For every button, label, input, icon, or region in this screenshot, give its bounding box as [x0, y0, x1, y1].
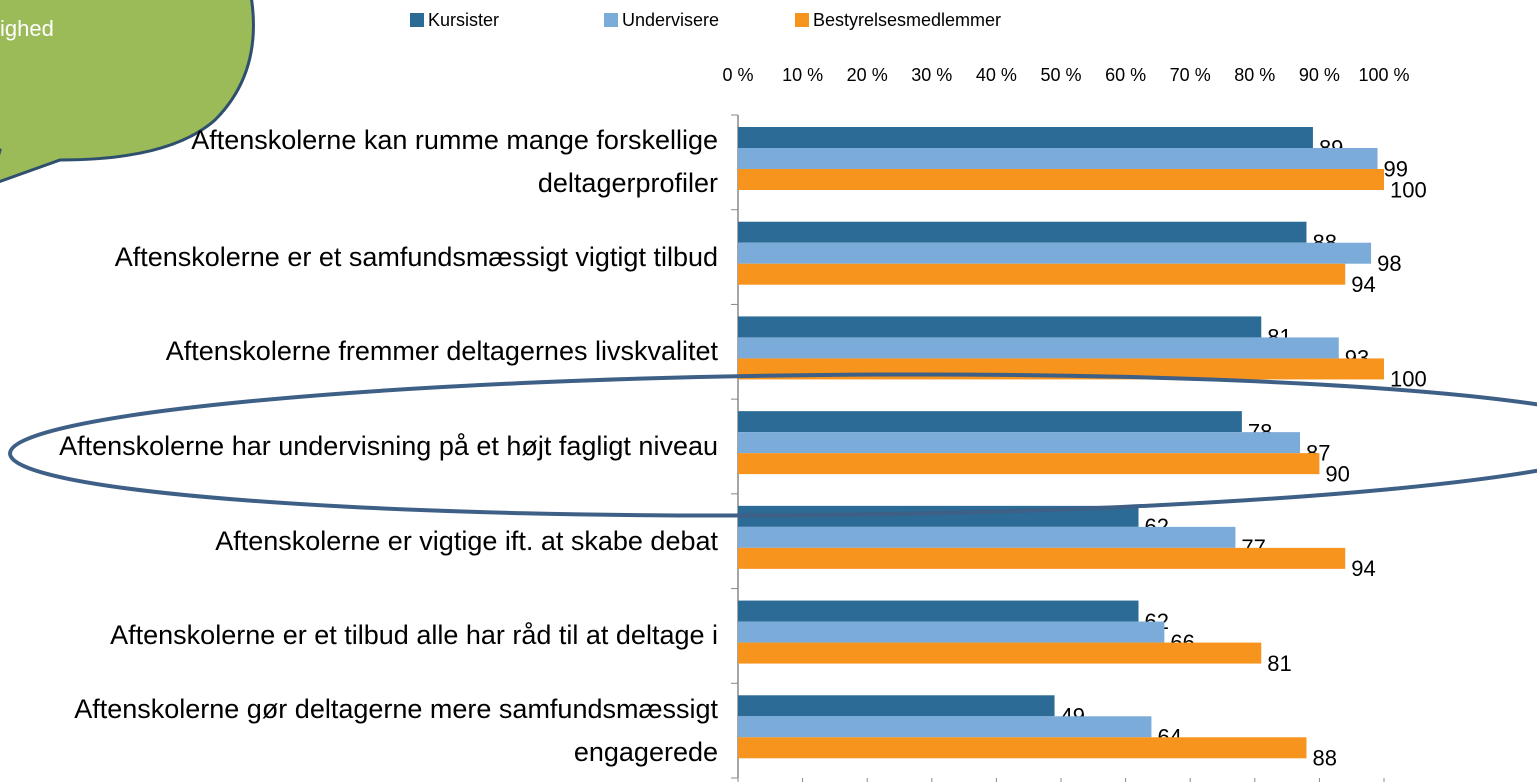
bar — [738, 242, 1372, 264]
value-label: 98 — [1377, 251, 1401, 276]
value-label: 94 — [1351, 556, 1375, 581]
x-tick-label: 50 % — [1040, 65, 1081, 85]
bar — [738, 547, 1346, 569]
x-tick-label: 40 % — [976, 65, 1017, 85]
x-tick-label: 20 % — [847, 65, 888, 85]
x-tick-label: 30 % — [911, 65, 952, 85]
legend-label: Undervisere — [622, 10, 719, 30]
x-tick-label: 80 % — [1234, 65, 1275, 85]
bar — [738, 221, 1307, 243]
category-label: Aftenskolerne er et samfundsmæssigt vigt… — [114, 241, 718, 272]
bar — [738, 411, 1242, 433]
value-label: 100 — [1390, 177, 1427, 202]
bar — [738, 737, 1307, 759]
highlight-ellipse — [8, 372, 1537, 518]
category-label: Aftenskolerne er vigtige ift. at skabe d… — [215, 525, 718, 556]
legend-swatch — [795, 13, 809, 27]
category-label: Aftenskolerne har undervisning på et høj… — [59, 431, 718, 461]
bubble-text: ighed — [0, 16, 54, 41]
bar — [738, 169, 1384, 190]
category-label: Aftenskolerne er et tilbud alle har råd … — [110, 620, 718, 651]
bar — [738, 526, 1236, 548]
legend-label: Bestyrelsesmedlemmer — [813, 10, 1001, 30]
bar — [738, 695, 1055, 717]
legend-label: Kursister — [428, 10, 499, 30]
value-label: 90 — [1325, 461, 1349, 486]
x-tick-label: 60 % — [1105, 65, 1146, 85]
x-tick-label: 0 % — [722, 65, 753, 85]
x-tick-label: 70 % — [1170, 65, 1211, 85]
category-label: Aftenskolerne fremmer deltagernes livskv… — [165, 336, 718, 367]
value-label: 94 — [1351, 272, 1375, 297]
bar — [738, 432, 1301, 454]
value-label: 88 — [1312, 746, 1336, 771]
bar — [738, 337, 1339, 359]
legend-swatch — [410, 13, 424, 27]
bar — [738, 600, 1139, 622]
bar — [738, 716, 1152, 738]
x-tick-label: 10 % — [782, 65, 823, 85]
bar — [738, 127, 1313, 148]
bar — [738, 148, 1378, 169]
bar — [738, 642, 1262, 664]
category-label: Aftenskolerne gør deltagerne mere samfun… — [74, 693, 718, 767]
value-label: 81 — [1267, 651, 1291, 676]
legend-swatch — [604, 13, 618, 27]
bar — [738, 316, 1262, 338]
value-label: 99 — [1384, 156, 1408, 181]
x-tick-label: 90 % — [1299, 65, 1340, 85]
category-label: Aftenskolerne kan rumme mange forskellig… — [191, 125, 718, 199]
bar — [738, 453, 1320, 475]
x-tick-label: 100 % — [1358, 65, 1409, 85]
speech-bubble — [0, 0, 255, 184]
bar — [738, 621, 1165, 643]
bar — [738, 263, 1346, 285]
